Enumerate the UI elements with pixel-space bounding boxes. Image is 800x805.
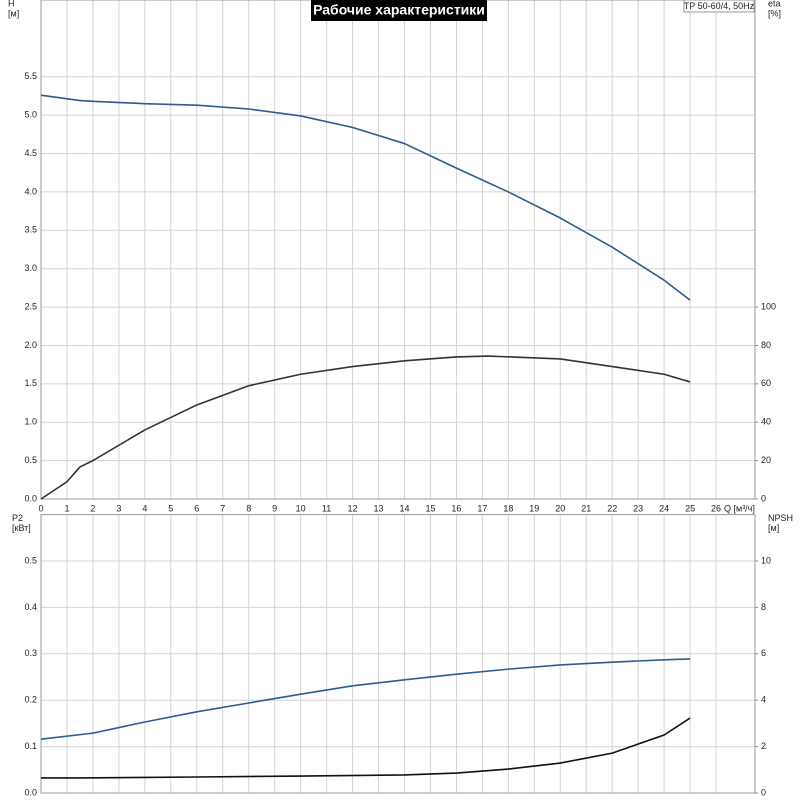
y2-tick-label: 100 xyxy=(761,301,776,311)
x-tick-label: 8 xyxy=(246,503,251,513)
y-tick-label: 0.0 xyxy=(24,787,37,797)
y-tick-label: 5.5 xyxy=(24,71,37,81)
y-tick-label: 0.5 xyxy=(24,455,37,465)
x-tick-label: 22 xyxy=(607,503,617,513)
x-tick-label: 10 xyxy=(296,503,306,513)
y2-tick-label: 2 xyxy=(761,741,766,751)
curve xyxy=(41,717,691,779)
x-tick-label: 18 xyxy=(503,503,513,513)
y2-tick-label: 60 xyxy=(761,378,771,388)
y-tick-label: 0.4 xyxy=(24,602,37,612)
y2-axis-label: eta xyxy=(768,0,781,8)
x-tick-label: 12 xyxy=(348,503,358,513)
plot-frame xyxy=(40,0,756,500)
x-tick-label: 13 xyxy=(374,503,384,513)
x-tick-label: 9 xyxy=(272,503,277,513)
x-tick-label: 23 xyxy=(633,503,643,513)
x-tick-label: 20 xyxy=(555,503,565,513)
y2-axis-label: [м] xyxy=(768,523,779,533)
y2-axis-label: [%] xyxy=(768,8,781,18)
y-tick-label: 5.0 xyxy=(24,110,37,120)
x-tick-label: 15 xyxy=(425,503,435,513)
y-axis-label: P2 xyxy=(12,513,23,523)
x-tick-label: 14 xyxy=(399,503,409,513)
y2-tick-label: 10 xyxy=(761,555,771,565)
y2-axis-label: NPSH xyxy=(768,513,793,523)
curve xyxy=(40,94,691,301)
annotation-box xyxy=(683,0,755,13)
y-tick-label: 4.0 xyxy=(24,186,37,196)
y-tick-label: 3.0 xyxy=(24,263,37,273)
title-box xyxy=(311,0,487,21)
y2-tick-label: 0 xyxy=(761,787,766,797)
x-tick-label: 19 xyxy=(529,503,539,513)
x-tick-label: 24 xyxy=(659,503,669,513)
x-tick-label: 7 xyxy=(220,503,225,513)
y2-tick-label: 4 xyxy=(761,695,766,705)
x-tick-label: 11 xyxy=(322,503,331,513)
curve xyxy=(40,355,691,500)
x-tick-label: 2 xyxy=(90,503,95,513)
y-tick-label: 0.0 xyxy=(24,493,37,503)
y-axis-label: H xyxy=(8,0,15,8)
y-tick-label: 2.5 xyxy=(24,301,37,311)
x-axis-label: Q [м³/ч] xyxy=(724,503,755,513)
y-tick-label: 0.2 xyxy=(24,695,37,705)
annotation: TP 50-60/4, 50Hz xyxy=(684,1,755,11)
y2-tick-label: 20 xyxy=(761,455,771,465)
y2-tick-label: 8 xyxy=(761,602,766,612)
x-tick-label: 5 xyxy=(168,503,173,513)
y-tick-label: 3.5 xyxy=(24,225,37,235)
y2-tick-label: 80 xyxy=(761,340,771,350)
x-tick-label: 6 xyxy=(194,503,199,513)
x-tick-label: 26 xyxy=(711,503,721,513)
y2-tick-label: 40 xyxy=(761,417,771,427)
x-tick-label: 17 xyxy=(477,503,487,513)
plot-frame xyxy=(40,514,756,794)
x-tick-label: 3 xyxy=(116,503,121,513)
x-tick-label: 4 xyxy=(142,503,147,513)
y-tick-label: 0.1 xyxy=(24,741,37,751)
y-tick-label: 1.0 xyxy=(24,417,37,427)
y2-tick-label: 0 xyxy=(761,493,766,503)
y2-tick-label: 6 xyxy=(761,648,766,658)
y-axis-label: [кВт] xyxy=(12,523,31,533)
y-tick-label: 2.0 xyxy=(24,340,37,350)
y-tick-label: 0.5 xyxy=(24,555,37,565)
y-tick-label: 0.3 xyxy=(24,648,37,658)
y-tick-label: 4.5 xyxy=(24,148,37,158)
x-tick-label: 21 xyxy=(581,503,591,513)
curve xyxy=(40,658,691,740)
x-tick-label: 25 xyxy=(685,503,695,513)
y-axis-label: [м] xyxy=(8,8,19,18)
y-tick-label: 1.5 xyxy=(24,378,37,388)
x-tick-label: 16 xyxy=(451,503,461,513)
x-tick-label: 1 xyxy=(64,503,69,513)
chart-title: Рабочие характеристики xyxy=(313,2,485,18)
x-tick-label: 0 xyxy=(38,503,43,513)
